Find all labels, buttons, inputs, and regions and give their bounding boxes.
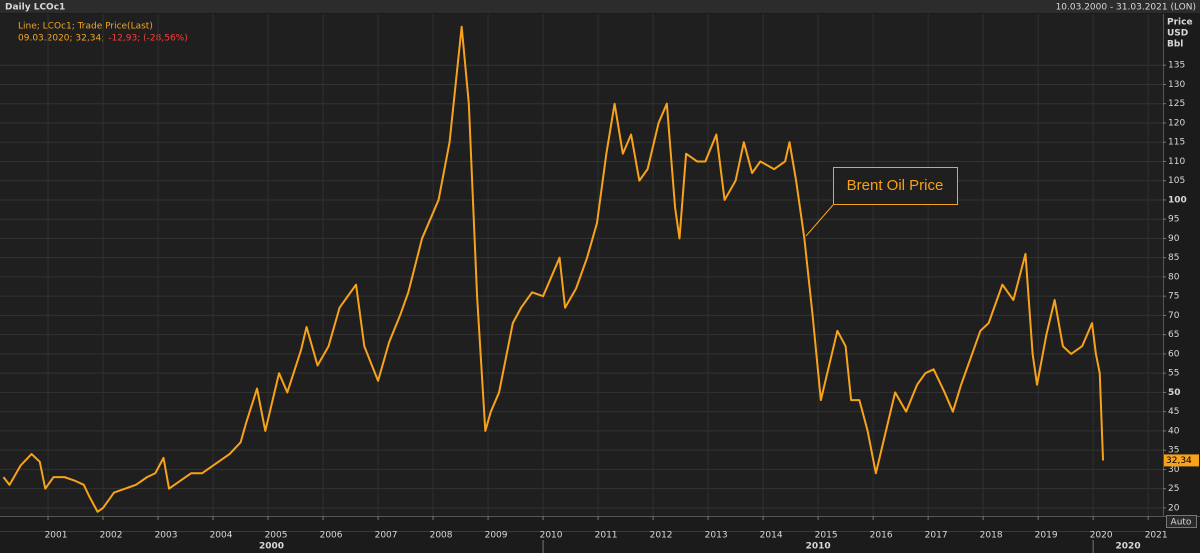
y-tick-label: 130 bbox=[1168, 80, 1185, 90]
x-tick-label: 2009 bbox=[485, 531, 508, 541]
y-tick-label: 60 bbox=[1168, 349, 1180, 359]
y-tick-label: 110 bbox=[1168, 157, 1185, 167]
x-tick-label: 2021 bbox=[1145, 531, 1168, 541]
auto-button-label[interactable]: Auto bbox=[1171, 518, 1192, 528]
x-tick-label: 2016 bbox=[870, 531, 893, 541]
y-tick-label: 40 bbox=[1168, 426, 1180, 436]
chart-header-title: Daily LCOc1 bbox=[5, 3, 65, 13]
title-bar bbox=[0, 0, 1200, 13]
decade-label: 2000 bbox=[259, 542, 284, 552]
y-tick-label: 65 bbox=[1168, 330, 1179, 340]
x-tick-label: 2014 bbox=[760, 531, 783, 541]
y-tick-label: 105 bbox=[1168, 176, 1185, 186]
y-unit: Price bbox=[1167, 18, 1193, 28]
x-tick-label: 2017 bbox=[925, 531, 948, 541]
annotation: Brent Oil Price bbox=[805, 167, 958, 237]
annotation-leader bbox=[805, 204, 834, 237]
plot-area bbox=[0, 14, 1163, 516]
y-tick-label: 90 bbox=[1168, 234, 1180, 244]
y-tick-label: 45 bbox=[1168, 407, 1179, 417]
chart-header-range: 10.03.2000 - 31.03.2021 (LON) bbox=[1056, 3, 1196, 13]
x-tick-label: 2006 bbox=[320, 531, 343, 541]
x-tick-label: 2019 bbox=[1035, 531, 1058, 541]
auto-button[interactable] bbox=[1166, 515, 1197, 528]
y-tick-label: 125 bbox=[1168, 99, 1185, 109]
x-tick-label: 2012 bbox=[650, 531, 673, 541]
y-tick-label: 30 bbox=[1168, 465, 1180, 475]
y-tick-label: 70 bbox=[1168, 311, 1180, 321]
x-tick-label: 2008 bbox=[430, 531, 453, 541]
y-tick-label: 120 bbox=[1168, 118, 1185, 128]
legend-change: -12,93; (-28,56%) bbox=[108, 34, 188, 44]
x-tick-label: 2013 bbox=[705, 531, 728, 541]
x-tick-label: 2005 bbox=[265, 531, 288, 541]
y-tick-label: 35 bbox=[1168, 446, 1179, 456]
y-tick-label: 75 bbox=[1168, 292, 1179, 302]
x-tick-label: 2003 bbox=[155, 531, 178, 541]
annotation-text: Brent Oil Price bbox=[847, 177, 944, 194]
y-tick-label: 115 bbox=[1168, 138, 1185, 148]
y-tick-label: 25 bbox=[1168, 484, 1179, 494]
x-tick-label: 2018 bbox=[980, 531, 1003, 541]
legend-values: 09.03.2020; 32,34; bbox=[18, 34, 104, 44]
y-tick-label: 85 bbox=[1168, 253, 1179, 263]
last-value-label: 32,34 bbox=[1166, 456, 1192, 466]
x-tick-label: 2011 bbox=[595, 531, 618, 541]
y-unit: Bbl bbox=[1167, 40, 1183, 50]
x-tick-label: 2002 bbox=[100, 531, 123, 541]
decade-label: 2010 bbox=[806, 542, 831, 552]
y-tick-label: 100 bbox=[1168, 195, 1187, 205]
y-tick-label: 95 bbox=[1168, 215, 1179, 225]
last-value-tag bbox=[1164, 454, 1199, 467]
x-tick-label: 2004 bbox=[210, 531, 233, 541]
price-line bbox=[2, 25, 1105, 513]
decade-label: 2020 bbox=[1116, 542, 1141, 552]
y-tick-label: 50 bbox=[1168, 388, 1181, 398]
x-tick-label: 2015 bbox=[815, 531, 838, 541]
legend-series: Line; LCOc1; Trade Price(Last) bbox=[18, 22, 153, 32]
x-tick-label: 2001 bbox=[45, 531, 68, 541]
x-tick-label: 2010 bbox=[540, 531, 563, 541]
x-tick-label: 2020 bbox=[1090, 531, 1113, 541]
x-tick-label: 2007 bbox=[375, 531, 398, 541]
annotation-box bbox=[833, 167, 958, 205]
y-tick-label: 20 bbox=[1168, 503, 1180, 513]
y-tick-label: 55 bbox=[1168, 369, 1179, 379]
y-tick-label: 135 bbox=[1168, 61, 1185, 71]
y-unit: USD bbox=[1167, 29, 1188, 39]
y-tick-label: 80 bbox=[1168, 272, 1180, 282]
